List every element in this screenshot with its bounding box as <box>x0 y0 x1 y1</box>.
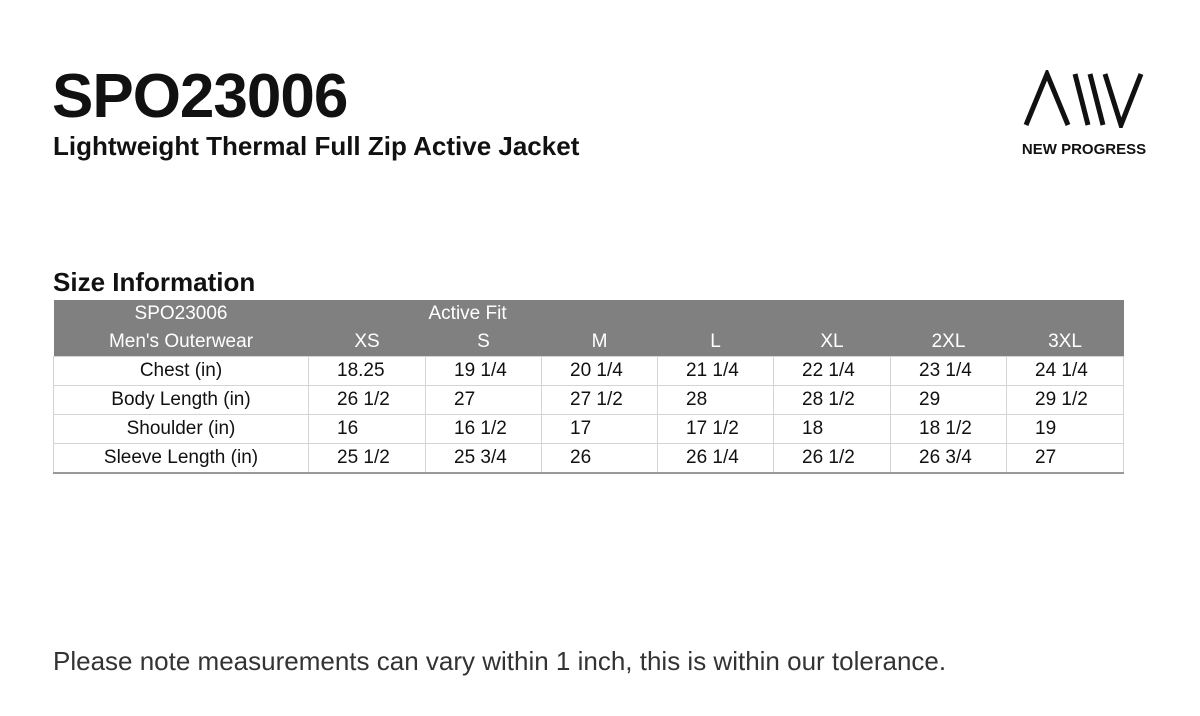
size-value: 26 1/4 <box>657 443 774 474</box>
header-cell: Active Fit <box>308 300 1124 328</box>
size-value: 28 1/2 <box>773 385 891 415</box>
size-value: 25 3/4 <box>425 443 542 474</box>
data-row: Sleeve Length (in) 25 1/2 25 3/4 26 26 1/4 26… <box>53 443 1125 474</box>
size-value: 27 1/2 <box>541 385 658 415</box>
size-value: 18 <box>773 414 891 444</box>
size-value: 19 1/4 <box>425 356 542 386</box>
column-header: 3XL <box>1006 328 1124 357</box>
size-value: 29 <box>890 385 1007 415</box>
header-cell: SPO23006 <box>53 300 309 328</box>
column-header: S <box>425 328 542 357</box>
column-header: Men's Outerwear <box>53 328 309 357</box>
row-label: Sleeve Length (in) <box>53 443 309 474</box>
section-title: Size Information <box>53 267 256 297</box>
size-value: 26 3/4 <box>890 443 1007 474</box>
size-value: 21 1/4 <box>657 356 774 386</box>
column-header: 2XL <box>890 328 1007 357</box>
header-row: Men's Outerwear XS S M L XL 2XL 3XL <box>53 328 1124 357</box>
size-value: 24 1/4 <box>1005 356 1125 386</box>
size-table: SPO23006 Active Fit Men's Outerwear XS S M L XL… <box>53 300 1125 474</box>
size-value: 27 <box>1005 443 1125 474</box>
size-value: 28 <box>657 385 774 415</box>
size-value: 29 1/2 <box>1005 385 1125 415</box>
column-header: XS <box>308 328 426 357</box>
size-value: 16 1/2 <box>425 414 542 444</box>
data-row: Body Length (in) 26 1/2 27 27 1/2 28 28 1/2 29… <box>53 385 1125 415</box>
header-row: SPO23006 Active Fit <box>53 300 1124 328</box>
row-label: Body Length (in) <box>53 385 309 415</box>
brand-name: NEW PROGRESS <box>1021 141 1147 158</box>
size-value: 16 <box>308 414 426 444</box>
product-name: Lightweight Thermal Full Zip Active Jack… <box>53 131 580 161</box>
data-row: Chest (in) 18.25 19 1/4 20 1/4 21 1/4 22 1/4 2… <box>53 356 1125 386</box>
size-value: 26 1/2 <box>308 385 426 415</box>
size-value: 23 1/4 <box>890 356 1007 386</box>
size-value: 26 1/2 <box>773 443 891 474</box>
logo-mark <box>1023 70 1144 128</box>
data-row: Shoulder (in) 16 16 1/2 17 17 1/2 18 18 1/2 19 <box>53 414 1125 444</box>
product-code: SPO23006 <box>52 62 348 131</box>
footnote: Please note measurements can vary within… <box>53 646 947 676</box>
column-header: XL <box>773 328 891 357</box>
size-value: 25 1/2 <box>308 443 426 474</box>
size-value: 22 1/4 <box>773 356 891 386</box>
size-value: 18 1/2 <box>890 414 1007 444</box>
size-value: 17 1/2 <box>657 414 774 444</box>
row-label: Chest (in) <box>53 356 309 386</box>
size-value: 19 <box>1005 414 1125 444</box>
row-label: Shoulder (in) <box>53 414 309 444</box>
column-header: L <box>657 328 774 357</box>
size-value: 26 <box>541 443 658 474</box>
size-value: 20 1/4 <box>541 356 658 386</box>
size-value: 17 <box>541 414 658 444</box>
size-value: 18.25 <box>308 356 426 386</box>
size-value: 27 <box>425 385 542 415</box>
column-header: M <box>541 328 658 357</box>
